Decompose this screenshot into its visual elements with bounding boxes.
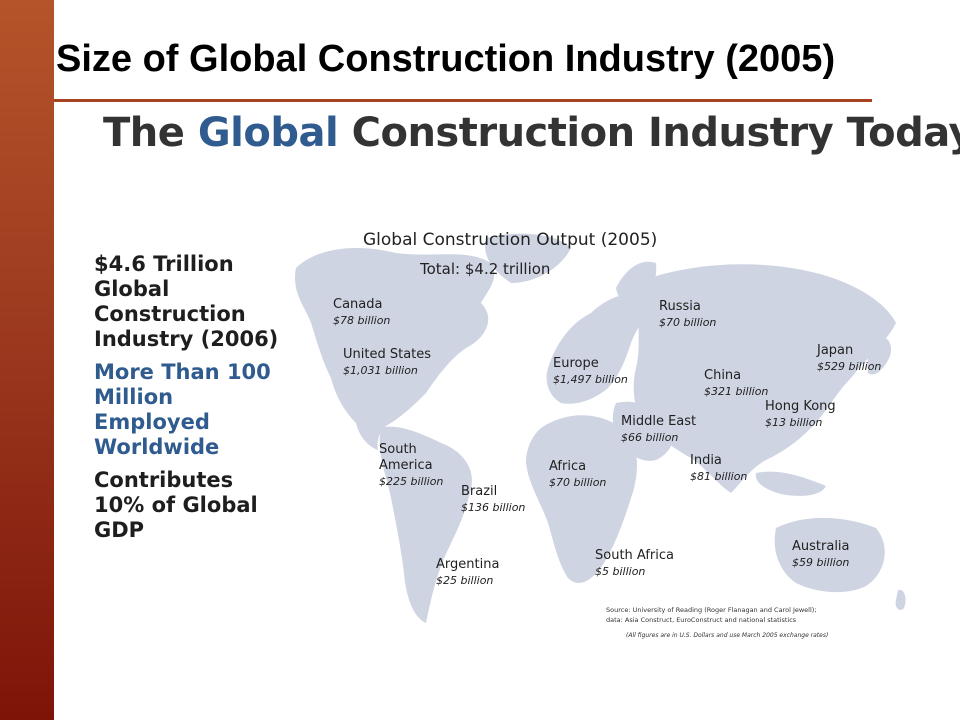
region-value: $59 billion bbox=[792, 556, 850, 569]
region-label-south-america: South America $225 billion bbox=[379, 442, 443, 489]
region-label-hong-kong: Hong Kong $13 billion bbox=[765, 399, 836, 430]
region-name: China bbox=[704, 368, 742, 383]
region-label-china: China $321 billion bbox=[704, 368, 768, 399]
region-name: India bbox=[690, 453, 722, 468]
slide-title: Size of Global Construction Industry (20… bbox=[56, 38, 836, 80]
region-value: $81 billion bbox=[690, 470, 748, 483]
region-label-argentina: Argentina $25 billion bbox=[436, 557, 499, 588]
region-label-middle-east: Middle East $66 billion bbox=[621, 414, 696, 445]
region-label-united-states: United States $1,031 billion bbox=[343, 347, 431, 378]
region-name: Brazil bbox=[461, 484, 498, 499]
region-value: $13 billion bbox=[765, 416, 823, 429]
region-value: $70 billion bbox=[659, 316, 717, 329]
region-name: Russia bbox=[659, 299, 701, 314]
region-name: South America bbox=[379, 442, 433, 473]
region-label-brazil: Brazil $136 billion bbox=[461, 484, 525, 515]
region-label-india: India $81 billion bbox=[690, 453, 747, 484]
region-name: Middle East bbox=[621, 414, 697, 429]
exchange-rate-note: (All figures are in U.S. Dollars and use… bbox=[626, 632, 829, 639]
region-value: $1,497 billion bbox=[553, 373, 628, 386]
stat-gdp-share: Contributes 10% of Global GDP bbox=[94, 468, 258, 542]
headline-part-3: Construction Industry Today bbox=[338, 110, 960, 156]
region-value: $1,031 billion bbox=[343, 364, 418, 377]
region-name: Canada bbox=[333, 297, 383, 312]
region-label-russia: Russia $70 billion bbox=[659, 299, 716, 330]
region-name: United States bbox=[343, 347, 432, 362]
region-label-japan: Japan $529 billion bbox=[817, 343, 881, 374]
region-label-canada: Canada $78 billion bbox=[333, 297, 390, 328]
world-map bbox=[286, 228, 916, 648]
region-label-australia: Australia $59 billion bbox=[792, 539, 850, 570]
region-value: $5 billion bbox=[595, 565, 646, 578]
region-name: Australia bbox=[792, 539, 850, 554]
region-value: $25 billion bbox=[436, 574, 494, 587]
region-value: $321 billion bbox=[704, 385, 769, 398]
headline: The Global Construction Industry Today bbox=[103, 110, 960, 156]
region-label-europe: Europe $1,497 billion bbox=[553, 356, 628, 387]
region-name: South Africa bbox=[595, 548, 674, 563]
world-map-graphic bbox=[294, 233, 906, 623]
headline-part-1: The bbox=[103, 110, 198, 156]
region-name: Europe bbox=[553, 356, 599, 371]
region-value: $225 billion bbox=[379, 475, 444, 488]
region-value: $529 billion bbox=[817, 360, 882, 373]
region-name: Japan bbox=[817, 343, 854, 358]
region-name: Argentina bbox=[436, 557, 500, 572]
region-label-africa: Africa $70 billion bbox=[549, 459, 606, 490]
map-title: Global Construction Output (2005) bbox=[363, 230, 658, 250]
region-value: $136 billion bbox=[461, 501, 526, 514]
region-name: Hong Kong bbox=[765, 399, 836, 414]
region-name: Africa bbox=[549, 459, 587, 474]
title-divider bbox=[54, 99, 872, 102]
sidebar-accent-bar bbox=[0, 0, 54, 720]
region-label-south-africa: South Africa $5 billion bbox=[595, 548, 674, 579]
stat-employment: More Than 100 Million Employed Worldwide bbox=[94, 360, 271, 459]
source-note: Source: University of Reading (Roger Fla… bbox=[606, 606, 817, 624]
region-value: $70 billion bbox=[549, 476, 607, 489]
region-value: $66 billion bbox=[621, 431, 679, 444]
stat-industry-size: $4.6 Trillion Global Construction Indust… bbox=[94, 252, 279, 351]
map-total: Total: $4.2 trillion bbox=[420, 260, 551, 278]
region-value: $78 billion bbox=[333, 314, 391, 327]
headline-accent: Global bbox=[197, 110, 339, 156]
stats-list: $4.6 Trillion Global Construction Indust… bbox=[94, 252, 284, 551]
